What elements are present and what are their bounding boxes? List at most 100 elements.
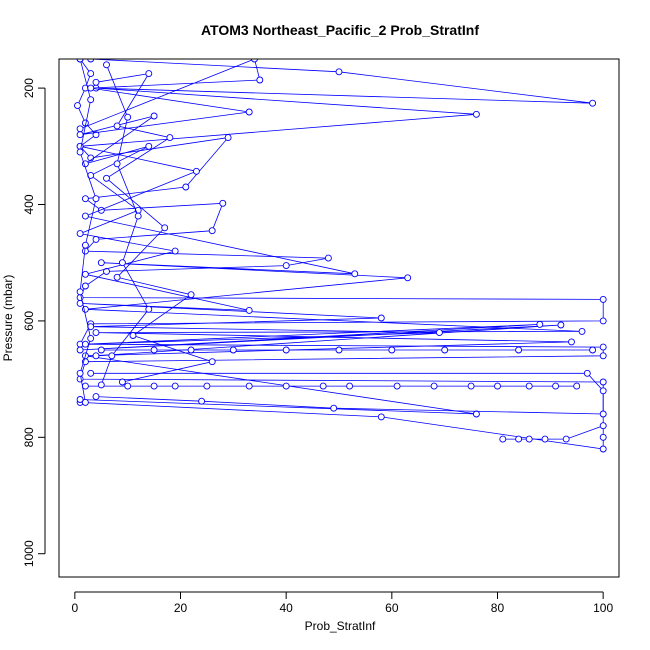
data-point — [118, 378, 126, 386]
data-point — [113, 160, 121, 168]
data-point — [92, 352, 100, 360]
data-point — [134, 212, 142, 220]
data-point — [103, 61, 110, 69]
x-tick-label: 0 — [72, 601, 79, 615]
data-point — [150, 346, 158, 354]
data-point — [192, 167, 200, 175]
data-point — [599, 317, 607, 325]
data-point — [171, 247, 179, 255]
data-point — [388, 346, 396, 354]
data-point — [81, 247, 89, 255]
series-10 — [92, 70, 216, 386]
data-point — [87, 96, 95, 104]
data-point — [97, 259, 105, 267]
data-point — [76, 369, 84, 377]
data-point — [145, 70, 153, 78]
data-point — [81, 340, 89, 348]
x-tick-label: 80 — [491, 601, 505, 615]
data-point — [81, 382, 89, 390]
data-point — [324, 254, 332, 262]
data-point — [81, 398, 89, 406]
data-point — [573, 382, 581, 390]
data-point — [335, 68, 343, 76]
data-point — [118, 259, 126, 267]
data-point — [599, 387, 607, 395]
y-axis-label: Pressure (mbar) — [1, 275, 15, 362]
chart-title: ATOM3 Northeast_Pacific_2 Prob_StratInf — [201, 22, 479, 38]
y-tick-label: 200 — [22, 78, 36, 98]
data-point — [92, 195, 100, 203]
data-point — [430, 382, 438, 390]
data-point — [599, 343, 607, 351]
data-point — [81, 212, 89, 220]
series-line — [77, 59, 604, 450]
data-point — [377, 413, 385, 421]
data-point — [145, 142, 153, 150]
data-point — [515, 435, 523, 443]
data-point — [74, 102, 81, 110]
series-layer — [74, 59, 607, 453]
data-point — [92, 131, 100, 139]
data-point — [129, 332, 137, 339]
data-point — [187, 291, 195, 299]
data-point — [557, 321, 565, 329]
data-point — [472, 110, 480, 118]
data-point — [81, 195, 89, 203]
data-point — [525, 382, 533, 390]
data-point — [203, 382, 211, 390]
data-point — [245, 306, 253, 314]
data-point — [124, 113, 132, 121]
data-point — [377, 314, 385, 322]
data-point — [76, 346, 84, 354]
y-axis: 200 400 600 800 1000 — [22, 78, 46, 567]
data-point — [552, 382, 560, 390]
data-point — [113, 122, 121, 130]
y-tick-label: 1000 — [22, 540, 36, 567]
data-point — [150, 382, 158, 390]
series-line — [78, 59, 561, 357]
data-point — [536, 320, 544, 328]
data-point — [578, 327, 586, 335]
data-point — [92, 329, 100, 337]
data-point — [81, 282, 89, 290]
data-point — [166, 134, 174, 142]
data-point — [92, 393, 100, 401]
data-point — [87, 59, 95, 63]
data-point — [245, 108, 253, 116]
data-point — [171, 382, 179, 390]
data-point — [103, 174, 110, 182]
data-point — [161, 224, 169, 232]
data-point — [467, 382, 475, 390]
data-point — [346, 382, 354, 390]
series-5 — [97, 346, 597, 354]
x-axis-label: Prob_StratInf — [305, 619, 376, 633]
x-tick-label: 100 — [593, 601, 613, 615]
data-point — [113, 273, 121, 281]
data-point — [525, 435, 533, 443]
data-point — [97, 381, 105, 389]
data-point — [124, 382, 132, 390]
plot-area — [74, 59, 607, 453]
data-point — [187, 346, 195, 354]
x-tick-label: 40 — [279, 601, 293, 615]
series-7 — [87, 369, 607, 418]
x-tick-label: 60 — [385, 601, 399, 615]
series-6 — [499, 422, 607, 443]
data-point — [76, 396, 84, 403]
data-point — [103, 267, 110, 275]
data-point — [208, 358, 216, 366]
data-point — [87, 70, 95, 78]
data-point — [76, 125, 84, 133]
x-axis: 0 20 40 60 80 100 — [72, 591, 613, 615]
data-point — [182, 183, 190, 191]
data-point — [404, 274, 412, 282]
series-line — [80, 59, 593, 415]
y-tick-label: 600 — [22, 311, 36, 331]
data-point — [97, 346, 105, 354]
series-9 — [97, 61, 153, 389]
y-tick-label: 400 — [22, 194, 36, 214]
data-point — [599, 352, 607, 360]
data-point — [599, 422, 607, 430]
data-point — [76, 131, 84, 139]
